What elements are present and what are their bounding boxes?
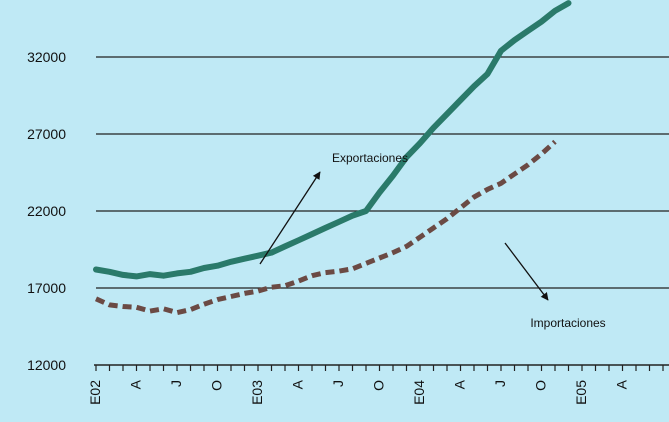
x-tick-label: J [330,380,346,387]
x-axis: E02 A J O E03 A J O E04 A J O E05 A [87,364,669,405]
x-tick-label: A [452,379,468,389]
annotation-label: Exportaciones [332,151,408,165]
x-tick-label: E05 [573,380,589,405]
x-tick-label: O [533,380,549,391]
x-tick-label: J [492,380,508,387]
x-tick-label: E04 [411,380,427,405]
y-tick-label: 17000 [27,280,66,296]
y-tick-label: 12000 [27,357,66,373]
series-lines [93,0,572,316]
x-tick-label: A [614,379,630,389]
y-tick-label: 32000 [27,49,66,65]
y-tick-label: 27000 [27,126,66,142]
x-tick-label: E03 [249,380,265,405]
x-tick-label: O [209,380,225,391]
y-tick-label: 22000 [27,203,66,219]
x-tick-label: O [371,380,387,391]
exportaciones-line [93,0,572,280]
importaciones-line [94,139,557,316]
x-tick-label: A [290,379,306,389]
gridlines [96,56,669,289]
annotation-label: Importaciones [530,316,605,330]
annotations: Exportaciones Importaciones [259,151,606,330]
y-axis: 12000 17000 22000 27000 32000 [27,49,66,373]
x-tick-label: E02 [87,380,103,405]
x-tick-label: J [168,380,184,387]
annotation-arrow [504,242,549,301]
annotation-arrow [259,171,321,265]
x-tick-label: A [128,379,144,389]
